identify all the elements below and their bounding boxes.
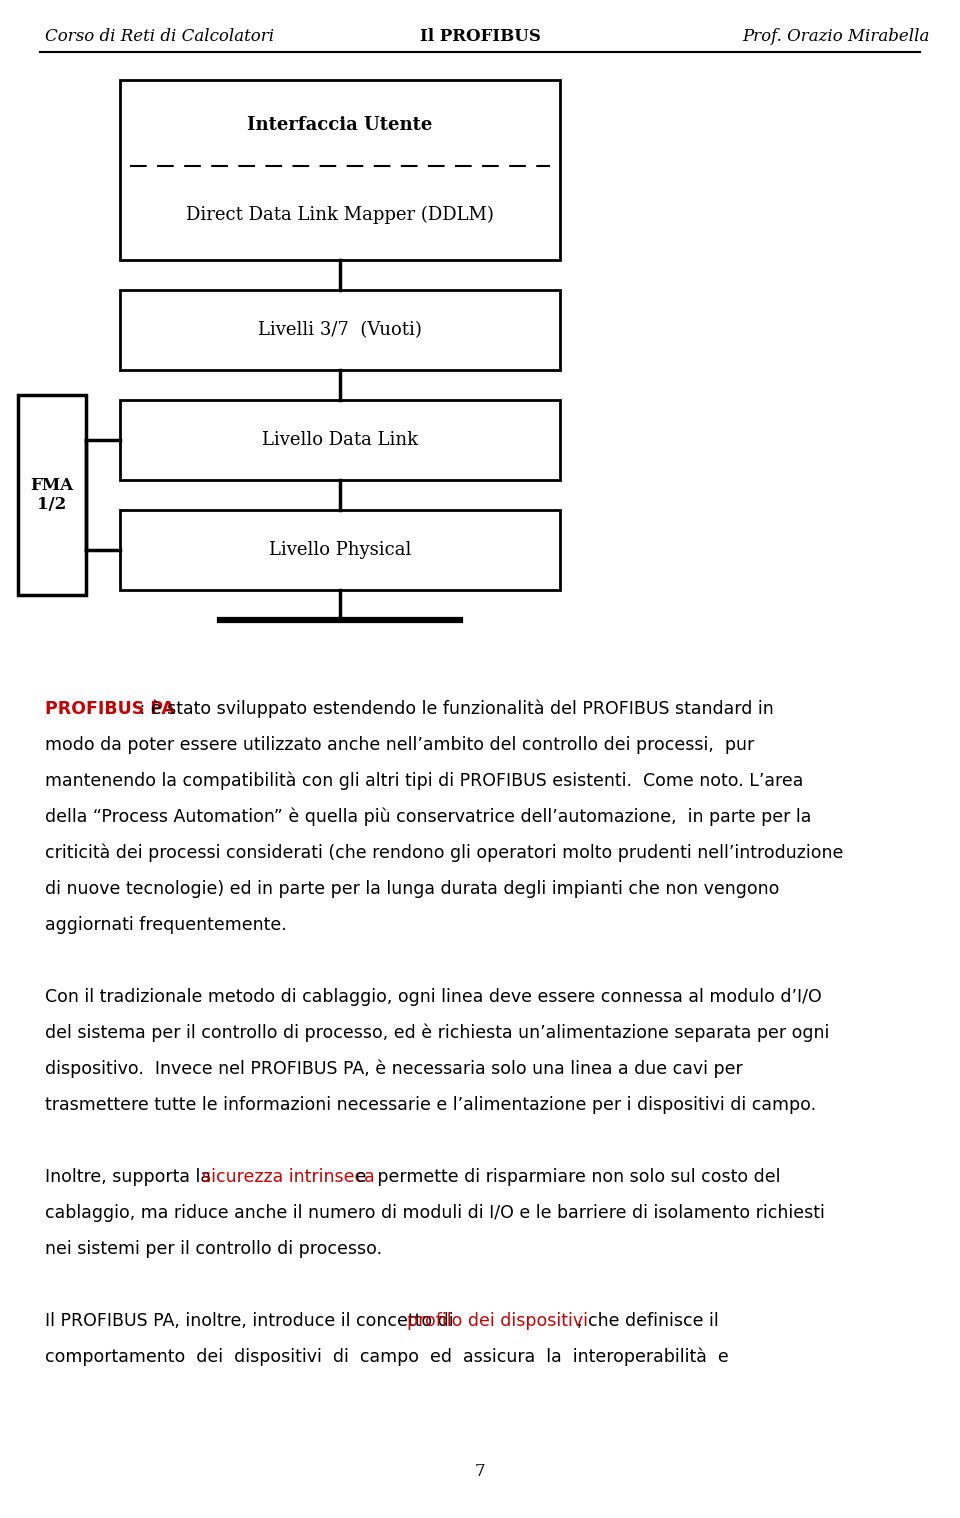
Text: Inoltre, supporta la: Inoltre, supporta la: [45, 1167, 217, 1186]
Bar: [120, 510, 560, 591]
Text: FMA
1/2: FMA 1/2: [31, 477, 74, 513]
Text: , che definisce il: , che definisce il: [577, 1312, 719, 1330]
Text: del sistema per il controllo di processo, ed è richiesta un’alimentazione separa: del sistema per il controllo di processo…: [45, 1025, 829, 1043]
Text: Interfaccia Utente: Interfaccia Utente: [248, 115, 433, 134]
Text: mantenendo la compatibilità con gli altri tipi di PROFIBUS esistenti.  Come noto: mantenendo la compatibilità con gli altr…: [45, 773, 804, 791]
Text: aggiornati frequentemente.: aggiornati frequentemente.: [45, 915, 287, 934]
Text: Livelli 3/7  (Vuoti): Livelli 3/7 (Vuoti): [258, 320, 422, 339]
Bar: [120, 80, 560, 260]
Text: di nuove tecnologie) ed in parte per la lunga durata degli impianti che non veng: di nuove tecnologie) ed in parte per la …: [45, 880, 780, 899]
Text: e  permette di risparmiare non solo sul costo del: e permette di risparmiare non solo sul c…: [350, 1167, 780, 1186]
Text: Il PROFIBUS PA, inoltre, introduce il concetto di: Il PROFIBUS PA, inoltre, introduce il co…: [45, 1312, 459, 1330]
Text: della “Process Automation” è quella più conservatrice dell’automazione,  in part: della “Process Automation” è quella più …: [45, 808, 811, 826]
Text: Corso di Reti di Calcolatori: Corso di Reti di Calcolatori: [45, 27, 275, 46]
Text: : è stato sviluppato estendendo le funzionalità del PROFIBUS standard in: : è stato sviluppato estendendo le funzi…: [134, 700, 774, 718]
Text: PROFIBUS PA: PROFIBUS PA: [45, 700, 175, 718]
Text: Livello Data Link: Livello Data Link: [262, 431, 418, 449]
Bar: [120, 401, 560, 480]
Text: comportamento  dei  dispositivi  di  campo  ed  assicura  la  interoperabilità  : comportamento dei dispositivi di campo e…: [45, 1348, 729, 1366]
Text: trasmettere tutte le informazioni necessarie e l’alimentazione per i dispositivi: trasmettere tutte le informazioni necess…: [45, 1096, 816, 1114]
Text: sicurezza intrinseca: sicurezza intrinseca: [202, 1167, 374, 1186]
Text: Livello Physical: Livello Physical: [269, 540, 411, 559]
Text: Direct Data Link Mapper (DDLM): Direct Data Link Mapper (DDLM): [186, 206, 494, 225]
Text: nei sistemi per il controllo di processo.: nei sistemi per il controllo di processo…: [45, 1240, 382, 1258]
Text: profilo dei dispositivi: profilo dei dispositivi: [407, 1312, 588, 1330]
Text: cablaggio, ma riduce anche il numero di moduli di I/O e le barriere di isolament: cablaggio, ma riduce anche il numero di …: [45, 1204, 825, 1222]
Text: criticità dei processi considerati (che rendono gli operatori molto prudenti nel: criticità dei processi considerati (che …: [45, 844, 844, 862]
Text: 7: 7: [474, 1463, 486, 1480]
Text: dispositivo.  Invece nel PROFIBUS PA, è necessaria solo una linea a due cavi per: dispositivo. Invece nel PROFIBUS PA, è n…: [45, 1060, 743, 1078]
Text: modo da poter essere utilizzato anche nell’ambito del controllo dei processi,  p: modo da poter essere utilizzato anche ne…: [45, 736, 755, 754]
Text: Con il tradizionale metodo di cablaggio, ogni linea deve essere connessa al modu: Con il tradizionale metodo di cablaggio,…: [45, 988, 822, 1006]
Bar: [18, 395, 86, 595]
Text: Il PROFIBUS: Il PROFIBUS: [420, 27, 540, 46]
Text: Prof. Orazio Mirabella: Prof. Orazio Mirabella: [743, 27, 930, 46]
Bar: [120, 290, 560, 370]
